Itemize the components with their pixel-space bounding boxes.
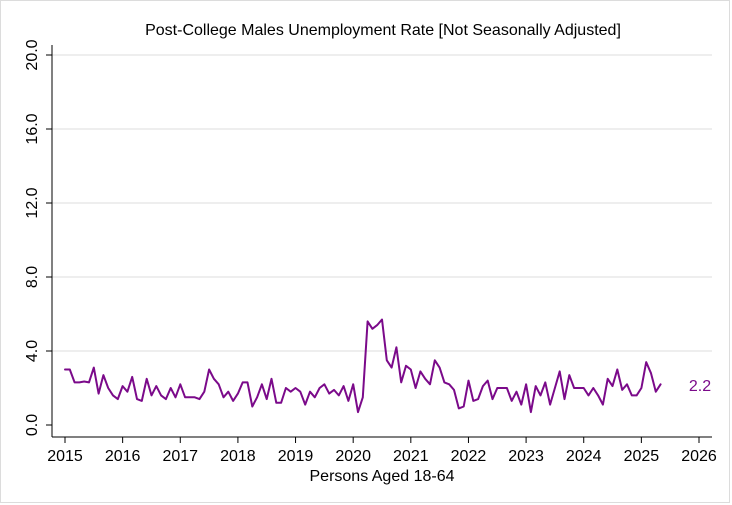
y-tick-label: 4.0 [24,340,41,362]
x-tick-label: 2024 [566,448,602,465]
x-tick-label: 2020 [335,448,371,465]
y-tick-label: 0.0 [24,414,41,436]
y-tick-label: 20.0 [24,39,41,70]
x-axis-ticks: 2015 2016 2017 2018 2019 2020 2021 2022 2023 2024… [47,437,717,465]
x-tick-label: 2022 [451,448,487,465]
x-tick-label: 2023 [508,448,544,465]
x-tick-label: 2021 [393,448,429,465]
y-axis-ticks: 0.0 4.0 8.0 12.0 16.0 20.0 [24,39,52,436]
x-tick-label: 2018 [220,448,256,465]
y-tick-label: 8.0 [24,266,41,288]
x-tick-label: 2016 [105,448,141,465]
x-tick-label: 2015 [47,448,83,465]
series [64,318,662,414]
end-value-label: 2.2 [689,378,711,395]
gridlines [52,54,712,352]
y-tick-label: 16.0 [24,113,41,144]
x-tick-label: 2019 [278,448,314,465]
series-line [64,318,662,414]
y-tick-label: 12.0 [24,187,41,218]
x-tick-label: 2026 [681,448,717,465]
x-tick-label: 2025 [624,448,660,465]
x-axis-label: Persons Aged 18-64 [310,468,455,485]
axes [51,45,712,438]
x-tick-label: 2017 [162,448,198,465]
chart-title: Post-College Males Unemployment Rate [No… [145,22,621,39]
